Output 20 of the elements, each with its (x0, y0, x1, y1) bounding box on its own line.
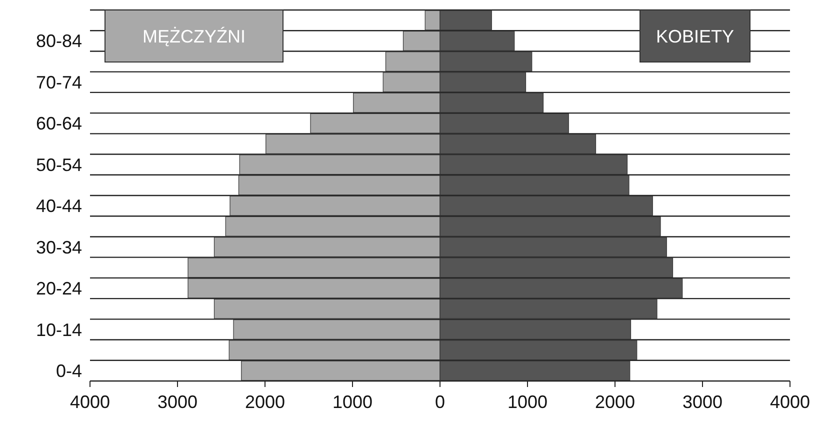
y-tick-label: 40-44 (36, 196, 82, 216)
y-tick-label: 70-74 (36, 72, 82, 92)
x-tick-label: 3000 (157, 392, 198, 412)
x-tick-label: 0 (434, 392, 446, 412)
x-tick-label: 4000 (70, 392, 110, 412)
x-tick-label: 2000 (594, 392, 636, 412)
y-tick-label: 80-84 (36, 31, 82, 52)
text: KOBIETY (656, 26, 734, 46)
y-tick-label: 0-4 (56, 360, 82, 381)
x-tick-label: 2000 (244, 392, 286, 412)
y-tick-label: 10-14 (36, 320, 82, 340)
y-tick-label: 60-64 (36, 114, 82, 134)
y-tick-label: 20-24 (36, 278, 82, 299)
y-tick-label: 30-34 (36, 237, 82, 258)
x-tick-label: 1000 (332, 392, 373, 412)
x-tick-label: 1000 (507, 392, 548, 412)
x-tick-label: 3000 (682, 392, 723, 412)
text: MĘŻCZYŹNI (142, 26, 246, 46)
x-tick-label: 4000 (770, 392, 810, 412)
y-tick-label: 50-54 (36, 154, 82, 175)
